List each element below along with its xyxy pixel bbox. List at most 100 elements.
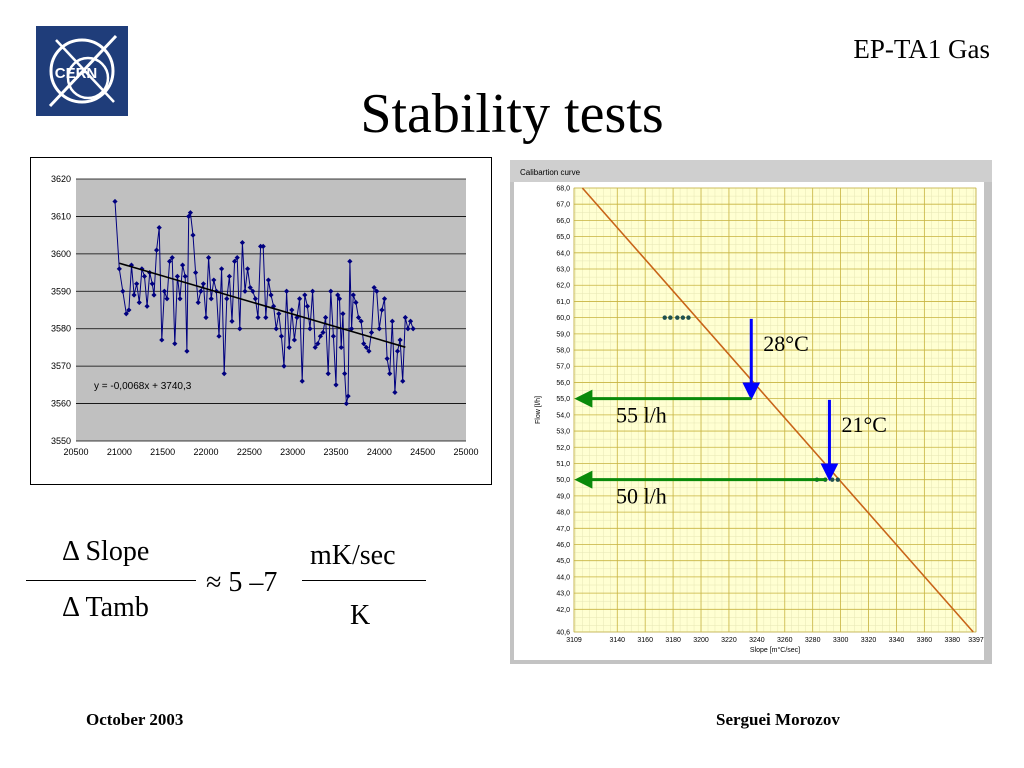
data-point (304, 303, 310, 309)
x-tick-label: 3340 (889, 637, 905, 644)
data-point (263, 314, 269, 321)
data-point (379, 307, 385, 313)
data-point (224, 296, 230, 302)
x-tick-label: 3160 (637, 637, 653, 644)
footer-author: Serguei Morozov (716, 710, 840, 729)
data-point (161, 288, 167, 294)
data-point (268, 292, 274, 298)
data-point (320, 329, 326, 336)
data-point (662, 315, 667, 320)
y-tick-label: 54,0 (556, 412, 570, 419)
data-point (835, 477, 841, 482)
data-point (371, 284, 377, 291)
x-tick-label: 24500 (410, 447, 435, 457)
data-point (281, 363, 287, 369)
data-point (187, 210, 193, 216)
footer-date: October 2003 (86, 710, 184, 729)
y-tick-label: 3600 (51, 249, 71, 259)
y-tick-label: 47,0 (556, 526, 570, 533)
data-point (216, 333, 222, 339)
data-point (328, 288, 334, 294)
data-point (355, 314, 362, 321)
y-tick-label: 50,0 (556, 477, 570, 484)
x-tick-label: 3397 (968, 637, 984, 644)
data-point (353, 299, 359, 306)
data-point (350, 292, 356, 298)
x-tick-label: 20500 (63, 447, 88, 457)
x-tick-label: 3240 (749, 637, 765, 644)
data-point (260, 243, 266, 249)
logo-text: CERN (55, 65, 98, 82)
data-point (190, 232, 196, 238)
data-point (340, 311, 346, 317)
cern-logo: CERN (36, 26, 128, 116)
trendline-equation: y = -0,0068x + 3740,3 (94, 381, 192, 392)
data-point (198, 288, 204, 294)
y-tick-label: 52,0 (556, 445, 570, 452)
x-tick-label: 3260 (777, 637, 793, 644)
x-tick-label: 25000 (453, 447, 478, 457)
data-point (310, 288, 316, 294)
y-tick-label: 66,0 (556, 218, 570, 225)
y-tick-label: 63,0 (556, 267, 570, 274)
data-point (154, 247, 160, 253)
data-point (323, 314, 329, 321)
data-point (347, 258, 353, 264)
data-point (120, 288, 126, 294)
data-point (247, 284, 253, 291)
formula-numerator-left: Δ Slope (62, 536, 150, 567)
x-tick-label: 3200 (693, 637, 709, 644)
x-tick-label: 22500 (237, 447, 262, 457)
x-tick-label: 23000 (280, 447, 305, 457)
data-point (289, 307, 295, 313)
stability-scatter-chart: 3550 3560 3570 3580 3590 3600 3610 3620 20500 21… (30, 157, 492, 485)
y-tick-label: 55,0 (556, 396, 570, 403)
y-tick-label: 60,0 (556, 315, 570, 322)
data-point (336, 296, 343, 302)
x-axis-label: Slope [m°C/sec] (750, 646, 800, 654)
y-tick-label: 40,6 (556, 630, 570, 637)
data-point (164, 296, 170, 302)
data-point (345, 393, 351, 399)
formula-denominator-left: Δ Tamb (62, 592, 149, 623)
y-tick-label: 3620 (51, 174, 71, 184)
x-tick-label: 21500 (150, 447, 175, 457)
y-tick-label: 3580 (51, 324, 71, 334)
data-point (123, 311, 129, 317)
data-point (208, 296, 214, 302)
x-tick-label: 3320 (861, 637, 877, 644)
data-point (358, 318, 364, 324)
data-point (126, 307, 132, 313)
data-point (668, 315, 673, 320)
data-point (131, 292, 137, 298)
data-point (239, 240, 245, 246)
data-point (389, 318, 395, 324)
y-tick-label: 53,0 (556, 429, 570, 436)
x-tick-label: 3380 (944, 637, 960, 644)
y-tick-label: 3570 (51, 361, 71, 371)
data-point (384, 356, 390, 362)
flow-label: 50 l/h (616, 484, 667, 509)
y-tick-label: 44,0 (556, 574, 570, 581)
y-tick-label: 49,0 (556, 493, 570, 500)
data-point (317, 333, 323, 339)
x-tick-label: 24000 (367, 447, 392, 457)
data-point (112, 198, 118, 205)
y-tick-label: 65,0 (556, 234, 570, 241)
y-tick-label: 59,0 (556, 331, 570, 338)
x-tick-label: 21000 (107, 447, 132, 457)
x-tick-label: 22000 (193, 447, 218, 457)
data-point (141, 273, 148, 279)
data-point (680, 315, 686, 320)
y-tick-label: 3610 (51, 211, 71, 221)
trendline (119, 262, 406, 348)
x-tick-label: 23500 (323, 447, 348, 457)
data-point (250, 288, 256, 294)
data-point (402, 314, 408, 321)
data-point (237, 326, 243, 332)
y-tick-label: 51,0 (556, 461, 570, 468)
x-tick-label: 3180 (665, 637, 681, 644)
data-point (195, 299, 201, 306)
data-point (307, 326, 313, 332)
y-tick-label: 64,0 (556, 250, 570, 257)
